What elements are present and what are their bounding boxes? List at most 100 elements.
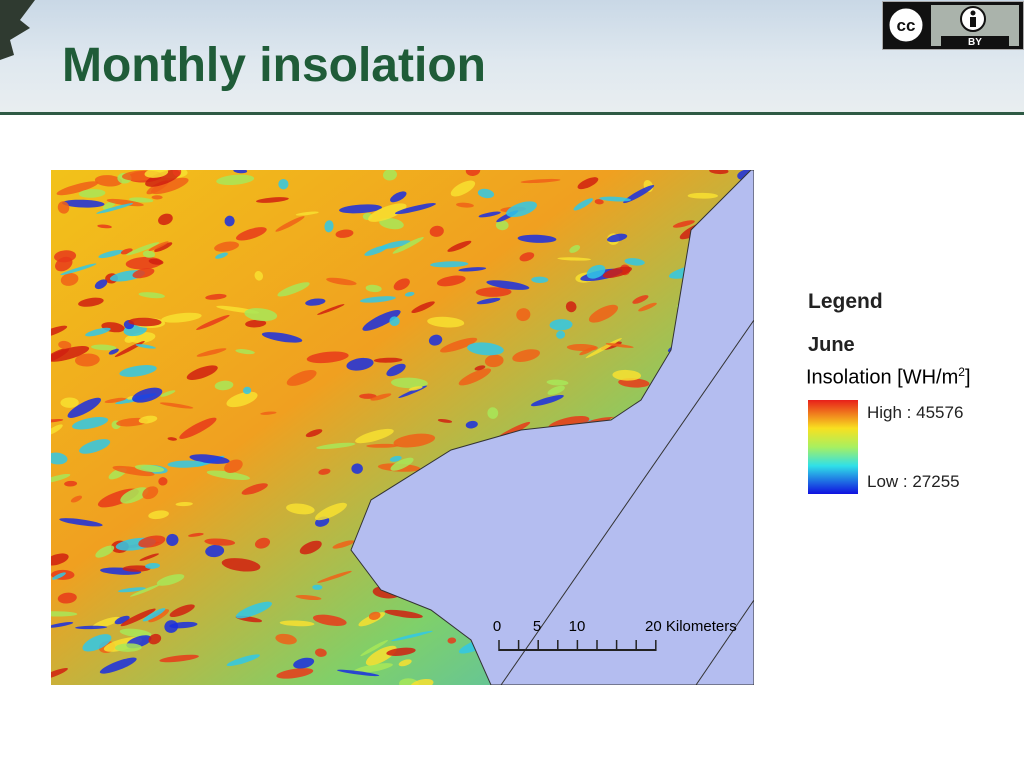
terrain-patch	[99, 657, 137, 674]
terrain-patch	[411, 301, 435, 314]
terrain-patch	[299, 540, 322, 555]
scale-label: 20 Kilometers	[645, 618, 737, 635]
quantity-closing: ]	[964, 366, 971, 389]
terrain-patch	[79, 439, 111, 454]
terrain-patch	[486, 280, 530, 290]
terrain-patch	[430, 261, 469, 268]
badge-label: BY	[968, 37, 982, 48]
terrain-patch	[519, 252, 535, 262]
terrain-patch	[71, 417, 109, 430]
terrain-patch	[62, 199, 105, 208]
terrain-patch	[465, 420, 478, 429]
terrain-patch	[119, 365, 157, 377]
license-badge: cc BY	[882, 1, 1024, 50]
terrain-patch	[51, 325, 68, 339]
terrain-patch	[557, 257, 592, 261]
terrain-patch	[108, 348, 119, 355]
terrain-patch	[159, 654, 199, 663]
terrain-patch	[386, 647, 416, 656]
terrain-patch	[602, 266, 633, 279]
terrain-patch	[138, 292, 165, 299]
terrain-patch	[260, 411, 277, 415]
terrain-patch	[389, 455, 402, 462]
terrain-patch	[368, 611, 381, 620]
terrain-patch	[221, 558, 261, 572]
terrain-patch	[275, 633, 297, 645]
terrain-patch	[235, 349, 255, 355]
terrain-patch	[51, 452, 68, 465]
terrain-patch	[261, 332, 303, 343]
terrain-patch	[148, 633, 162, 645]
terrain-patch	[169, 604, 195, 618]
terrain-patch	[384, 609, 423, 619]
terrain-patch	[512, 349, 541, 363]
terrain-patch	[138, 535, 166, 548]
terrain-patch	[134, 464, 165, 473]
terrain-patch	[573, 198, 594, 211]
terrain-patch	[324, 220, 334, 233]
tree-decoration	[0, 0, 35, 60]
terrain-patch	[92, 616, 121, 629]
terrain-patch	[51, 419, 64, 423]
terrain-patch	[440, 337, 478, 353]
terrain-patch	[404, 291, 415, 297]
terrain-patch	[531, 276, 549, 284]
terrain-patch	[215, 252, 228, 259]
terrain-patch	[196, 348, 227, 357]
terrain-patch	[226, 391, 258, 408]
terrain-patch	[355, 428, 394, 444]
quantity-superscript: 2	[958, 365, 965, 379]
terrain-patch	[142, 608, 166, 622]
terrain-patch	[530, 394, 564, 407]
terrain-patch	[150, 177, 189, 195]
terrain-patch	[196, 314, 230, 330]
terrain-patch	[386, 363, 406, 377]
terrain-patch	[516, 308, 531, 322]
terrain-patch	[148, 510, 169, 520]
terrain-patch	[315, 648, 327, 657]
terrain-patch	[312, 614, 347, 626]
terrain-patch	[276, 668, 314, 679]
terrain-patch	[75, 625, 108, 630]
terrain-patch	[379, 217, 404, 230]
terrain-patch	[216, 174, 255, 186]
terrain-patch	[315, 502, 347, 521]
terrain-patch	[158, 213, 173, 226]
terrain-patch	[427, 316, 465, 328]
terrain-patch	[254, 537, 271, 549]
terrain-patch	[60, 263, 97, 276]
terrain-patch	[78, 297, 104, 307]
terrain-patch	[687, 192, 718, 199]
terrain-patch	[447, 240, 472, 252]
terrain-patch	[458, 267, 487, 272]
terrain-patch	[59, 518, 103, 527]
terrain-patch	[293, 657, 315, 669]
legend-month: June	[808, 334, 855, 356]
terrain-patch	[612, 369, 642, 381]
terrain-patch	[475, 287, 512, 297]
terrain-patch	[74, 353, 100, 367]
terrain-patch	[547, 385, 565, 395]
terrain-patch	[391, 630, 433, 642]
terrain-patch	[91, 344, 117, 351]
terrain-patch	[495, 220, 509, 231]
terrain-patch	[410, 678, 434, 685]
terrain-patch	[588, 304, 619, 323]
header: Monthly insolation cc BY	[0, 0, 1024, 115]
terrain-patch	[566, 344, 598, 352]
terrain-patch	[120, 608, 156, 627]
terrain-patch	[399, 678, 419, 685]
terrain-patch	[54, 250, 77, 263]
terrain-patch	[94, 279, 108, 290]
terrain-patch	[275, 216, 305, 232]
terrain-patch	[57, 201, 70, 214]
terrain-patch	[306, 351, 349, 364]
terrain-patch	[390, 457, 414, 471]
terrain-patch	[224, 459, 243, 473]
terrain-patch	[97, 224, 112, 229]
terrain-patch	[85, 327, 111, 337]
terrain-patch	[279, 620, 315, 627]
terrain-patch	[51, 668, 68, 680]
terrain-patch	[456, 202, 474, 208]
terrain-patch	[450, 180, 476, 197]
